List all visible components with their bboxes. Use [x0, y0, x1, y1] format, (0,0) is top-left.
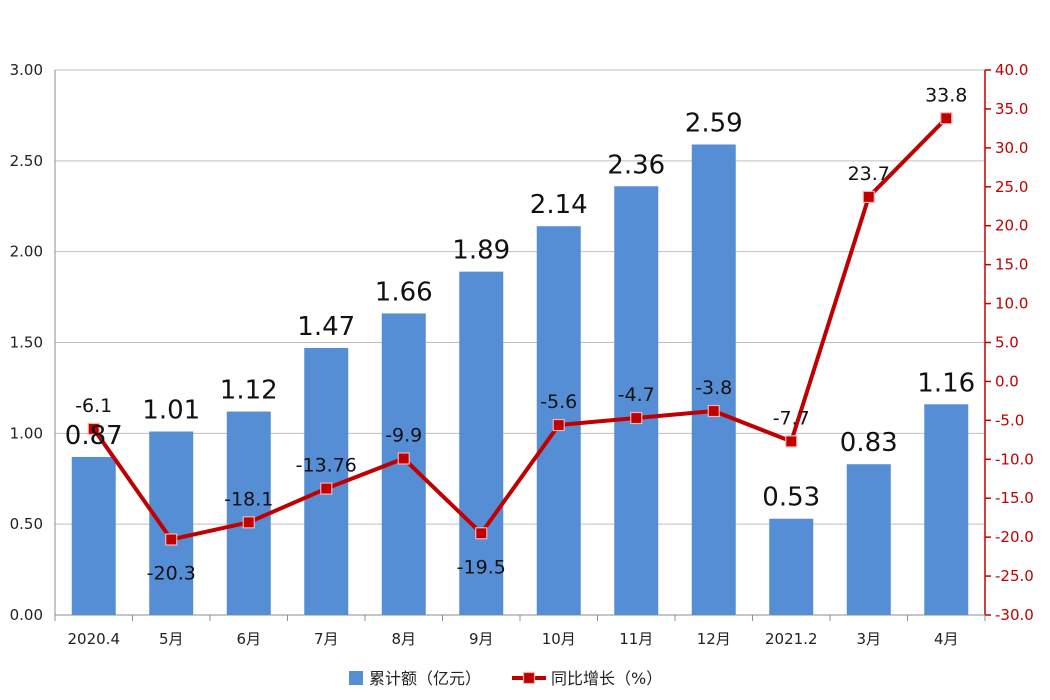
- y-right-tick-label: 30.0: [995, 139, 1028, 157]
- legend: 累计额（亿元） 同比增长（%）: [349, 669, 662, 688]
- legend-label-line: 同比增长（%）: [551, 669, 662, 688]
- line-point: [320, 482, 333, 495]
- y-left-tick-label: 1.00: [10, 424, 43, 442]
- bar-value-label: 1.47: [297, 312, 355, 342]
- y-right-tick-label: -5.0: [995, 411, 1024, 429]
- line-point: [397, 452, 410, 465]
- bar-series: [71, 144, 969, 615]
- bar: [846, 464, 891, 615]
- line-point: [785, 435, 798, 448]
- y-right-tick-label: -20.0: [995, 528, 1034, 546]
- line-point: [165, 533, 178, 546]
- line-path: [92, 116, 948, 542]
- line-point: [630, 411, 643, 425]
- line-point: [242, 516, 255, 529]
- bar: [459, 271, 504, 615]
- legend-swatch-marker: [522, 671, 536, 685]
- y-left-tick-label: 0.00: [10, 606, 43, 624]
- y-left-tick-label: 2.00: [10, 243, 43, 261]
- bar: [691, 144, 736, 615]
- bar-value-label: 1.01: [142, 396, 200, 426]
- line-value-label: -20.3: [147, 562, 196, 584]
- y-right-tick-label: 5.0: [995, 334, 1019, 352]
- x-tick-label: 12月: [697, 630, 731, 648]
- x-tick-label: 10月: [542, 630, 576, 648]
- legend-label-bar: 累计额（亿元）: [369, 669, 481, 688]
- x-tick-label: 11月: [619, 630, 653, 648]
- x-tick-label: 9月: [469, 630, 494, 648]
- line-point: [862, 190, 875, 204]
- x-tick-label: 6月: [236, 630, 261, 648]
- line-value-label: -4.7: [618, 384, 655, 406]
- bar: [226, 411, 271, 615]
- gridlines: [55, 69, 985, 616]
- data-labels: 0.87 1.01 1.12 1.47 1.66 1.89 2.14 2.36 2.59 0.53…: [65, 84, 975, 584]
- x-tick-label: 2020.4: [68, 630, 121, 648]
- y-left-tick-label: 3.00: [10, 61, 43, 79]
- bar-value-label: 0.53: [762, 483, 820, 513]
- bar: [149, 431, 194, 615]
- line-value-label: -3.8: [695, 377, 732, 399]
- x-tick-label: 4月: [934, 630, 959, 648]
- y-right-tick-label: -25.0: [995, 567, 1034, 585]
- bar-value-label: 2.59: [685, 108, 743, 138]
- y-right-tick-label: 40.0: [995, 61, 1028, 79]
- bar-value-label: 2.36: [607, 150, 665, 180]
- bar-value-label: 0.83: [840, 428, 898, 458]
- bar-value-label: 1.89: [452, 236, 510, 266]
- bar-value-label: 0.87: [65, 421, 123, 451]
- line-value-label: -19.5: [457, 556, 506, 578]
- y-right-tick-label: 10.0: [995, 295, 1028, 313]
- line-point: [87, 422, 100, 436]
- line-point: [940, 112, 953, 125]
- legend-swatch-bar: [349, 671, 363, 685]
- x-tick-label: 8月: [391, 630, 416, 648]
- bar: [614, 186, 659, 615]
- x-tick-label: 7月: [314, 630, 339, 648]
- y-right-tick-label: 35.0: [995, 100, 1028, 118]
- line-point: [707, 404, 720, 418]
- y-right-tick-label: -15.0: [995, 489, 1034, 507]
- line-value-label: -9.9: [385, 425, 422, 447]
- x-tick-label: 2021.2: [765, 630, 818, 648]
- bar-value-label: 2.14: [530, 190, 588, 220]
- axes: 0.00 0.50 1.00 1.50 2.00 2.50 3.00 -30.0 -25.0 -2…: [10, 61, 1034, 648]
- y-right-tick-label: 0.0: [995, 372, 1019, 390]
- bar-value-label: 1.12: [220, 376, 278, 406]
- line-point: [475, 527, 488, 540]
- y-right-tick-label: 20.0: [995, 217, 1028, 235]
- bar: [924, 404, 969, 615]
- y-left-tick-label: 1.50: [10, 334, 43, 352]
- line-value-label: -13.76: [296, 455, 357, 477]
- x-tick-label: 5月: [159, 630, 184, 648]
- bar: [769, 518, 814, 615]
- x-tick-label: 3月: [856, 630, 881, 648]
- line-series: [87, 112, 953, 546]
- y-right-tick-label: -30.0: [995, 606, 1034, 624]
- bar: [71, 456, 116, 615]
- y-left-tick-label: 0.50: [10, 515, 43, 533]
- line-value-label: -7.7: [773, 407, 810, 429]
- bar-value-label: 1.16: [917, 368, 975, 398]
- y-right-tick-label: 25.0: [995, 178, 1028, 196]
- line-value-label: 33.8: [925, 84, 967, 106]
- line-value-label: -18.1: [224, 488, 273, 510]
- line-value-label: 23.7: [848, 163, 890, 185]
- y-right-tick-label: 15.0: [995, 256, 1028, 274]
- line-value-label: -6.1: [75, 395, 112, 417]
- line-point: [552, 418, 565, 432]
- bar-value-label: 1.66: [375, 277, 433, 307]
- y-right-tick-label: -10.0: [995, 450, 1034, 468]
- y-left-tick-label: 2.50: [10, 152, 43, 170]
- line-value-label: -5.6: [540, 391, 577, 413]
